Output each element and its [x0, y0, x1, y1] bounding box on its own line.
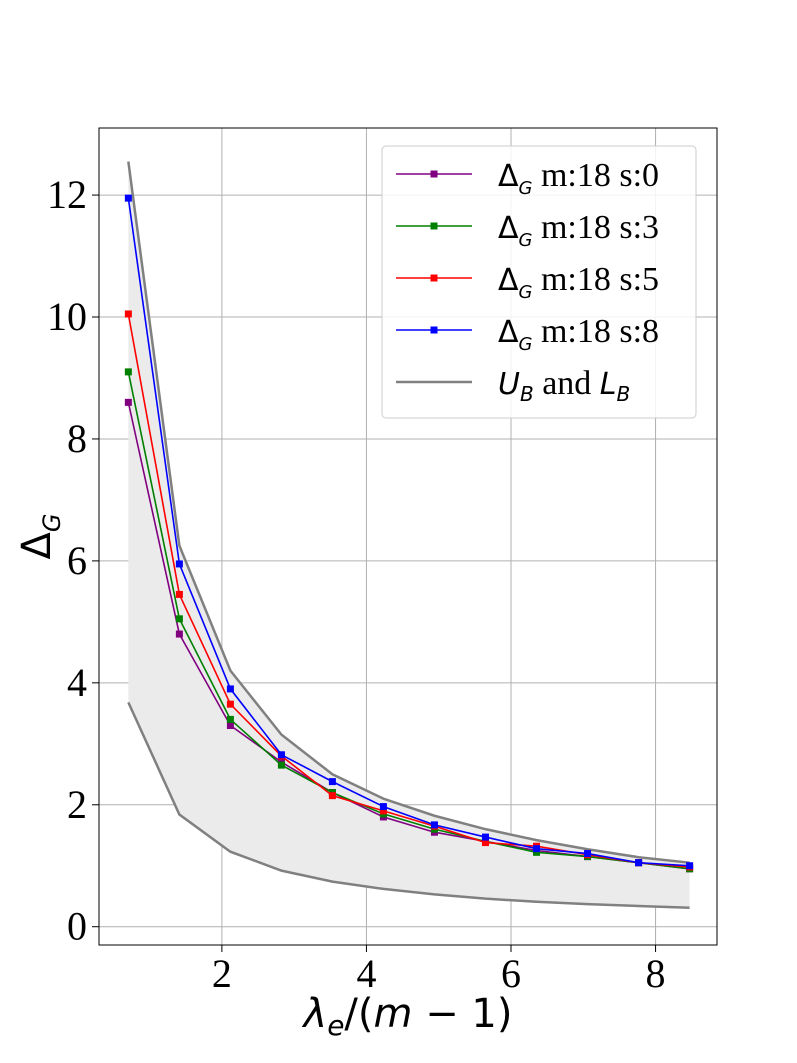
data-point — [686, 862, 694, 870]
data-point — [328, 778, 336, 786]
data-point — [277, 751, 285, 759]
y-tick-label: 4 — [67, 660, 87, 705]
plot-frame — [98, 127, 718, 946]
y-axis-label: ΔG — [14, 514, 66, 560]
data-point — [124, 194, 132, 202]
legend-item-0: ΔG m:18 s:0 — [396, 157, 659, 199]
x-tick-label: 4 — [356, 951, 376, 996]
data-point — [379, 803, 387, 811]
data-point — [481, 833, 489, 841]
series-line — [127, 371, 690, 870]
data-point — [226, 715, 234, 723]
legend-label: ΔG m:18 s:5 — [498, 261, 659, 303]
y-tick-label: 8 — [67, 416, 87, 461]
data-point — [124, 368, 132, 376]
legend-label: UB and LB — [498, 365, 630, 406]
data-point — [533, 848, 541, 856]
data-point — [226, 700, 234, 708]
legend-swatch-marker — [430, 170, 438, 178]
data-point — [175, 615, 183, 623]
series-line — [127, 198, 690, 867]
legend-label: ΔG m:18 s:8 — [498, 313, 659, 355]
x-tick-label: 8 — [646, 951, 666, 996]
bounds-fill — [128, 161, 690, 908]
data-point — [430, 821, 438, 829]
y-tick-label: 0 — [67, 904, 87, 949]
x-tick-label: 2 — [212, 951, 232, 996]
x-axis-label: λe/(m − 1) — [302, 991, 513, 1042]
data-point — [226, 685, 234, 693]
bounds-band — [127, 161, 690, 910]
data-point — [226, 722, 234, 730]
legend-box — [381, 145, 697, 419]
data-point — [124, 398, 132, 406]
data-point — [277, 761, 285, 769]
legend-swatch-marker — [430, 326, 438, 334]
legend-label: ΔG m:18 s:0 — [498, 157, 659, 199]
y-tick-label: 2 — [67, 782, 87, 827]
data-point — [328, 792, 336, 800]
upper-bound-line — [127, 161, 690, 864]
legend-label: ΔG m:18 s:3 — [498, 209, 659, 251]
legend-item-1: ΔG m:18 s:3 — [396, 209, 659, 251]
legend-item-4: UB and LB — [396, 365, 630, 406]
y-tick-label: 6 — [67, 538, 87, 583]
series-line — [127, 313, 690, 868]
legend-item-3: ΔG m:18 s:8 — [396, 313, 659, 355]
data-point — [481, 839, 489, 847]
data-point — [124, 310, 132, 318]
y-tick-label: 12 — [47, 172, 87, 217]
data-point — [175, 630, 183, 638]
x-axis-ticks: 2 4 6 8 — [212, 945, 666, 996]
data-point — [175, 590, 183, 598]
y-tick-label: 10 — [47, 294, 87, 339]
legend-swatch-marker — [430, 274, 438, 282]
legend-swatch-marker — [430, 222, 438, 230]
y-axis-ticks: 0 2 4 6 8 10 12 — [47, 172, 99, 949]
data-point — [584, 850, 592, 858]
data-point — [175, 560, 183, 568]
series-3 — [124, 194, 694, 870]
data-point — [379, 807, 387, 815]
x-tick-label: 6 — [501, 951, 521, 996]
lower-bound-line — [127, 701, 690, 910]
legend-item-2: ΔG m:18 s:5 — [396, 261, 659, 303]
data-point — [635, 859, 643, 867]
legend: ΔG m:18 s:0 ΔG m:18 s:3 ΔG m:18 s:5 ΔG m:18… — [381, 145, 697, 419]
series-group — [124, 194, 694, 873]
data-point — [533, 845, 541, 853]
